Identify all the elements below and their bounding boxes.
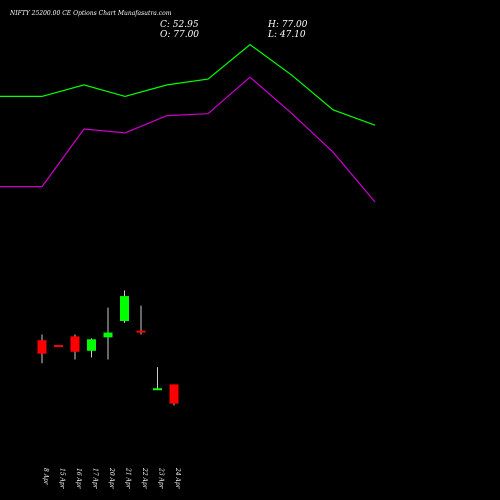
candle-body xyxy=(103,332,113,338)
high-value: H: 77.00 xyxy=(268,20,308,30)
candle-body xyxy=(120,296,129,322)
candle-body xyxy=(169,384,179,404)
x-tick-label: 8 Apr xyxy=(42,468,49,486)
x-tick-label: 20 Apr xyxy=(108,467,115,490)
candle-body xyxy=(87,339,96,351)
candles xyxy=(37,290,179,406)
x-axis-ticks: 8 Apr 15 Apr 16 Apr 17 Apr 20 Apr 21 Apr 22 Ap… xyxy=(42,467,181,490)
candle-body xyxy=(70,336,80,352)
candle xyxy=(103,307,113,360)
x-tick-label: 22 Apr xyxy=(141,467,148,490)
lower-band-line xyxy=(0,76,376,203)
band-lines xyxy=(0,43,376,203)
open-value: O: 77.00 xyxy=(160,30,200,40)
candle xyxy=(37,334,47,364)
candle-body xyxy=(37,340,47,354)
candle-body xyxy=(153,388,162,391)
candle-body xyxy=(136,330,146,333)
candle xyxy=(136,305,146,335)
close-value: C: 52.95 xyxy=(160,20,199,30)
x-tick-label: 16 Apr xyxy=(75,468,82,490)
x-tick-label: 24 Apr xyxy=(174,467,181,490)
candle xyxy=(87,338,96,358)
candle xyxy=(54,345,63,348)
candle xyxy=(153,367,162,391)
x-tick-label: 15 Apr xyxy=(59,468,66,490)
chart-title: NIFTY 25200.00 CE Options Chart Munafasu… xyxy=(10,10,172,17)
x-tick-label: 23 Apr xyxy=(158,467,165,490)
candle xyxy=(70,334,80,360)
upper-band-line xyxy=(0,43,376,126)
x-tick-label: 17 Apr xyxy=(92,468,99,490)
low-value: L: 47.10 xyxy=(268,30,306,40)
candle xyxy=(120,290,129,323)
candle xyxy=(169,384,179,406)
x-tick-label: 21 Apr xyxy=(125,467,132,490)
candle-body xyxy=(54,345,63,348)
